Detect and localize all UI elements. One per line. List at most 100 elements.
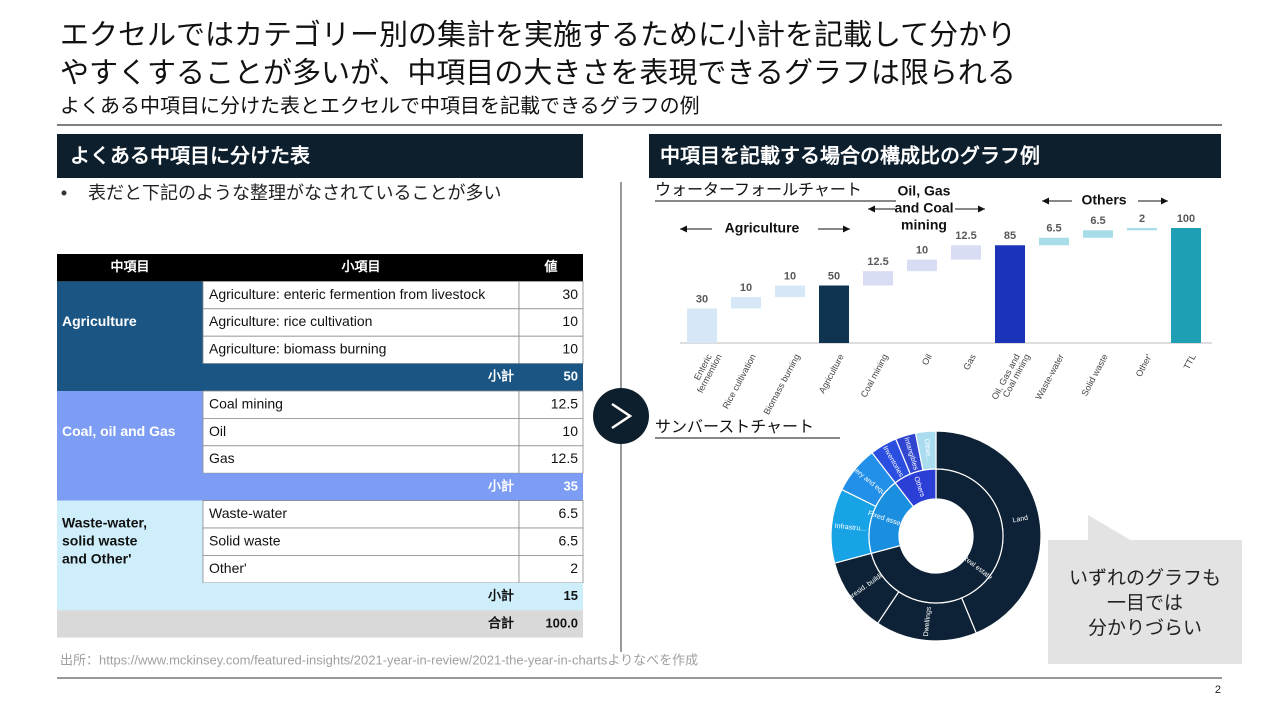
item-value: 12.5 bbox=[551, 395, 578, 411]
item-text: Agriculture: biomass burning bbox=[209, 341, 386, 357]
x-tick-label: Other' bbox=[1134, 352, 1154, 378]
value-label: 10 bbox=[916, 245, 928, 257]
total-row bbox=[57, 610, 583, 638]
segment-label: Dwellings bbox=[923, 606, 933, 637]
cell bbox=[518, 555, 584, 584]
item-value: 30 bbox=[562, 286, 578, 302]
group-annotation: Oil, Gas bbox=[898, 183, 951, 199]
value-label: 12.5 bbox=[955, 230, 976, 242]
bar bbox=[951, 245, 981, 260]
bar bbox=[819, 285, 849, 343]
bar bbox=[1171, 228, 1201, 343]
subtotal-label: 小計 bbox=[488, 478, 514, 493]
group-name: and Other' bbox=[62, 550, 131, 566]
cell bbox=[518, 500, 584, 529]
item-text: Waste-water bbox=[209, 505, 287, 521]
cell bbox=[202, 335, 520, 365]
value-label: 10 bbox=[784, 270, 796, 282]
chart-title: ウォーターフォールチャート bbox=[655, 181, 862, 199]
cell bbox=[518, 527, 584, 556]
bar bbox=[731, 297, 761, 309]
column-header: 小項目 bbox=[341, 259, 380, 274]
column-header: 値 bbox=[543, 259, 557, 274]
bar bbox=[995, 245, 1025, 343]
bar bbox=[1039, 237, 1069, 246]
item-value: 10 bbox=[562, 313, 578, 329]
callout-box bbox=[1048, 540, 1242, 664]
item-text: Agriculture: enteric fermention from liv… bbox=[209, 286, 486, 302]
item-text: Other' bbox=[209, 560, 247, 576]
bar bbox=[907, 259, 937, 272]
cell bbox=[202, 445, 520, 474]
chevron-circle bbox=[593, 388, 649, 444]
bullet-text: 表だと下記のような整理がなされていることが多い bbox=[88, 183, 501, 203]
segment-label: Land bbox=[1012, 515, 1029, 525]
x-tick-label: Agriculture bbox=[817, 352, 846, 395]
panel-heading: よくある中項目に分けた表 bbox=[70, 143, 311, 167]
arrow-head bbox=[843, 225, 850, 233]
panel-heading: 中項目を記載する場合の構成比のグラフ例 bbox=[660, 143, 1040, 167]
subtotal-value: 35 bbox=[564, 478, 578, 493]
value-label: 6.5 bbox=[1090, 215, 1105, 227]
bar bbox=[687, 308, 717, 343]
group-annotation: Others bbox=[1081, 192, 1126, 208]
item-text: Agriculture: rice cultivation bbox=[209, 313, 372, 329]
callout-text: 一目では bbox=[1107, 593, 1183, 614]
bullet-dot bbox=[61, 190, 67, 196]
inner-segment bbox=[870, 468, 1004, 604]
item-value: 10 bbox=[562, 423, 578, 439]
subtotal-row bbox=[203, 582, 583, 611]
cell bbox=[202, 417, 520, 447]
arrow-head bbox=[1042, 197, 1049, 205]
x-tick-label: Biomass burning bbox=[762, 352, 802, 416]
value-label: 85 bbox=[1004, 230, 1016, 242]
cell bbox=[518, 308, 584, 337]
inner-segment bbox=[894, 468, 937, 508]
x-tick-label: Oil bbox=[920, 352, 934, 366]
arrow-head bbox=[680, 225, 687, 233]
total-label: 合計 bbox=[488, 615, 514, 630]
group-annotation: Agriculture bbox=[725, 220, 800, 236]
segment-label: Other... bbox=[923, 439, 932, 463]
item-value: 6.5 bbox=[559, 532, 579, 548]
heading-bar bbox=[57, 134, 583, 178]
page-number: 2 bbox=[1215, 684, 1221, 696]
table-header bbox=[57, 254, 583, 282]
subtotal-value: 50 bbox=[564, 369, 578, 384]
x-tick-label: Waste-water bbox=[1033, 352, 1065, 401]
group-name: Agriculture bbox=[62, 313, 137, 329]
arrow-head bbox=[868, 205, 875, 213]
source: 出所：https://www.mckinsey.com/featured-ins… bbox=[60, 652, 698, 667]
arrow-head bbox=[978, 205, 985, 213]
cell bbox=[202, 555, 520, 584]
arrow-head bbox=[1161, 197, 1168, 205]
value-label: 12.5 bbox=[867, 256, 888, 268]
x-tick-label: Rice cultivation bbox=[721, 352, 758, 410]
total-value: 100.0 bbox=[545, 615, 578, 630]
group-annotation: mining bbox=[901, 217, 947, 233]
item-value: 2 bbox=[570, 560, 578, 576]
x-tick-label: TTL bbox=[1182, 352, 1198, 371]
subtotal-value: 15 bbox=[564, 588, 578, 603]
cell bbox=[202, 500, 520, 529]
heading-bar bbox=[649, 134, 1221, 178]
item-text: Solid waste bbox=[209, 532, 281, 548]
item-value: 6.5 bbox=[559, 505, 579, 521]
column-header: 中項目 bbox=[110, 259, 149, 274]
value-label: 6.5 bbox=[1046, 223, 1061, 235]
subtotal-label: 小計 bbox=[488, 588, 514, 603]
subtitle: よくある中項目に分けた表とエクセルで中項目を記載できるグラフの例 bbox=[60, 94, 700, 117]
value-label: 10 bbox=[740, 282, 752, 294]
cell bbox=[518, 417, 584, 447]
title-line: エクセルではカテゴリー別の集計を実施するために小計を記載して分かり bbox=[60, 19, 1016, 52]
segment-label: Infrastru... bbox=[834, 523, 866, 533]
bar bbox=[775, 285, 805, 297]
group-name: Waste-water, bbox=[62, 514, 147, 530]
chart-title: サンバーストチャート bbox=[655, 419, 814, 436]
item-text: Coal mining bbox=[209, 395, 283, 411]
group-cell bbox=[57, 391, 203, 501]
subtotal-row bbox=[203, 473, 583, 501]
group-cell bbox=[57, 281, 203, 391]
group-annotation: and Coal bbox=[894, 200, 953, 216]
